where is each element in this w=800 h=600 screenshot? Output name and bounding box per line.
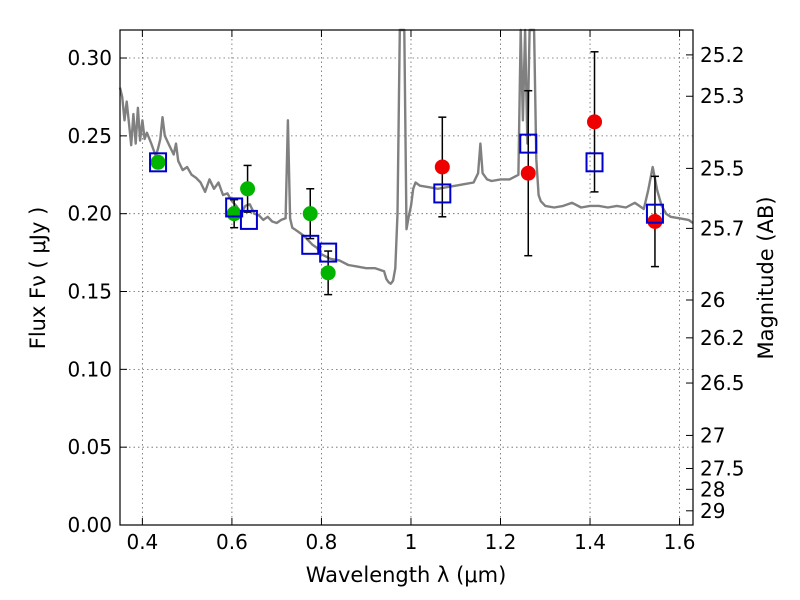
model-photometry-square: [585, 152, 604, 173]
magnitude-axis-title: Magnitude (AB): [754, 196, 778, 359]
y-tick-label: 0.15: [67, 280, 112, 304]
y-tick-label: 0.05: [67, 435, 112, 459]
magnitude-tick-label: 29: [700, 499, 725, 523]
model-photometry-square: [239, 209, 258, 230]
x-axis-ticks: 0.4 0.6 0.8 1 1.2 1.4 1.6: [126, 30, 695, 554]
model-photometry-square: [225, 197, 244, 218]
red-observed-point: [520, 165, 536, 181]
green-observed-point: [226, 206, 242, 222]
y-tick-label: 0.25: [67, 124, 112, 148]
plot-frame: [119, 29, 694, 526]
magnitude-tick-label: 25.3: [700, 84, 745, 108]
x-tick-label: 1.4: [574, 530, 606, 554]
x-tick-label: 0.6: [216, 530, 248, 554]
x-axis-title: Wavelength λ (μm): [306, 563, 507, 587]
green-observed-point: [320, 265, 336, 281]
magnitude-tick-label: 26.5: [700, 371, 745, 395]
model-photometry: [149, 133, 664, 263]
y-tick-label: 0.10: [67, 357, 112, 381]
y-tick-label: 0.00: [67, 513, 112, 537]
red-observed-point: [434, 159, 450, 175]
red-observed-point: [587, 114, 603, 130]
model-photometry-square: [519, 133, 538, 154]
magnitude-tick-label: 27: [700, 423, 725, 447]
magnitude-tick-label: 25.2: [700, 43, 745, 67]
y-axis-ticks: 0.00 0.05 0.10 0.15 0.20 0.25 0.30: [67, 46, 127, 537]
model-photometry-square: [645, 203, 664, 224]
green-observed-point: [240, 181, 256, 197]
y-tick-label: 0.20: [67, 202, 112, 226]
x-tick-label: 1.2: [485, 530, 517, 554]
x-tick-label: 1: [405, 530, 418, 554]
x-tick-label: 0.8: [306, 530, 338, 554]
model-spectrum-line: [118, 28, 694, 285]
model-photometry-square: [301, 234, 320, 255]
magnitude-tick-label: 27.5: [700, 456, 745, 480]
x-tick-label: 1.6: [664, 530, 696, 554]
y-tick-label: 0.30: [67, 46, 112, 70]
data-points: [150, 114, 663, 281]
magnitude-tick-label: 26: [700, 288, 725, 312]
model-photometry-square: [319, 242, 338, 263]
model-spectrum: [118, 28, 694, 285]
magnitude-tick-label: 26.2: [700, 326, 745, 350]
grid: [120, 30, 693, 526]
green-observed-point: [150, 154, 166, 170]
red-observed-point: [647, 213, 663, 229]
green-observed-point: [302, 206, 318, 222]
y-axis-title: Flux Fν ( μJy ): [26, 207, 50, 350]
magnitude-tick-label: 25.5: [700, 156, 745, 180]
x-tick-label: 0.4: [126, 530, 158, 554]
magnitude-tick-label: 25.7: [700, 216, 745, 240]
magnitude-tick-label: 28: [700, 477, 725, 501]
model-photometry-square: [149, 152, 168, 173]
model-photometry-square: [433, 183, 452, 204]
